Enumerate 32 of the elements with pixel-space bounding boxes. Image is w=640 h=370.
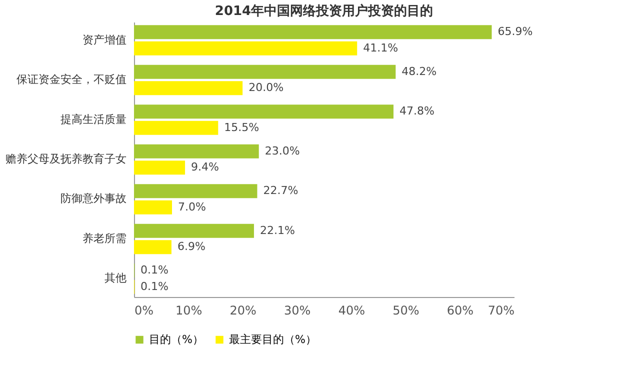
data-label: 22.7% bbox=[263, 184, 298, 198]
data-label: 23.0% bbox=[264, 144, 300, 158]
x-tick-label: 20% bbox=[230, 304, 256, 318]
x-tick-label: 40% bbox=[338, 304, 365, 318]
y-tick-label: 防御意外事故 bbox=[60, 192, 126, 206]
chart-title: 2014年中国网络投资用户投资的目的 bbox=[214, 3, 434, 19]
x-tick-label: 50% bbox=[392, 304, 420, 318]
data-label: 41.1% bbox=[363, 41, 398, 54]
data-label: 6.9% bbox=[177, 240, 206, 254]
x-tick-label: 70% bbox=[488, 304, 514, 318]
data-label: 7.0% bbox=[178, 200, 206, 214]
x-tick-label: 60% bbox=[446, 304, 474, 318]
x-tick-label: 10% bbox=[175, 304, 202, 318]
y-tick-label: 资产增值 bbox=[82, 33, 126, 46]
data-label: 0.1% bbox=[140, 264, 168, 277]
data-label: 15.5% bbox=[224, 120, 260, 134]
data-label: 65.9% bbox=[498, 25, 533, 38]
data-label: 9.4% bbox=[191, 160, 219, 174]
y-tick-label: 赡养父母及抚养教育子女 bbox=[6, 152, 126, 166]
data-label: 47.8% bbox=[399, 104, 434, 118]
data-label: 22.1% bbox=[260, 224, 295, 237]
legend-label: 最主要目的（%） bbox=[229, 332, 316, 346]
data-label: 48.2% bbox=[402, 64, 437, 78]
legend-label: 目的（%） bbox=[149, 332, 204, 346]
y-tick-label: 养老所需 bbox=[82, 232, 126, 245]
data-label: 20.0% bbox=[248, 81, 284, 94]
x-tick-label: 0% bbox=[134, 304, 154, 318]
y-tick-label: 提高生活质量 bbox=[60, 112, 126, 126]
data-label: 0.1% bbox=[140, 280, 168, 293]
x-tick-label: 30% bbox=[284, 304, 311, 318]
y-tick-label: 保证资金安全，不贬值 bbox=[16, 73, 126, 86]
y-tick-label: 其他 bbox=[104, 272, 126, 285]
